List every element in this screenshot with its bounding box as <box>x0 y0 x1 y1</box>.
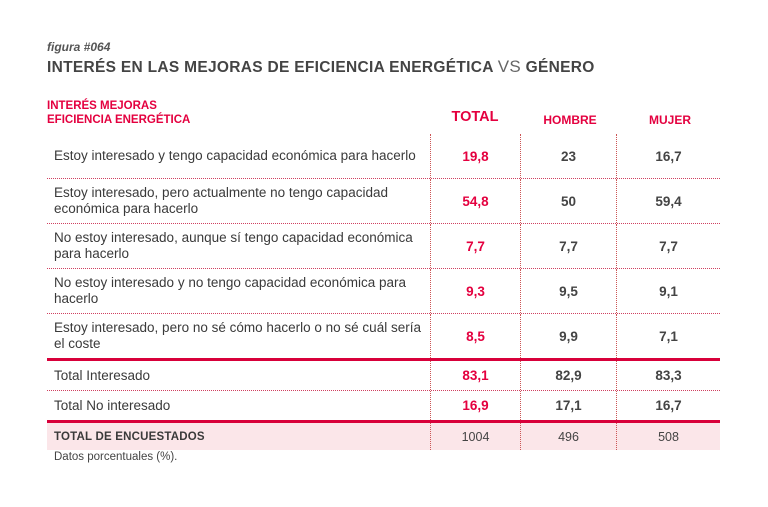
cell-mujer: 7,7 <box>616 224 720 268</box>
table-row-total-respondents: TOTAL DE ENCUESTADOS 1004 496 508 <box>47 423 720 450</box>
cell-mujer: 9,1 <box>616 269 720 313</box>
table-row: Total No interesado 16,9 17,1 16,7 <box>47 391 720 423</box>
data-table: Estoy interesado y tengo capacidad econó… <box>47 134 720 450</box>
cell-hombre: 9,5 <box>520 269 616 313</box>
row-label: Total Interesado <box>54 367 151 383</box>
table-row: No estoy interesado y no tengo capacidad… <box>47 269 720 314</box>
column-header-mujer: MUJER <box>648 113 691 127</box>
cell-total: 83,1 <box>430 361 520 390</box>
category-header: INTERÉS MEJORAS EFICIENCIA ENERGÉTICA <box>47 99 190 127</box>
category-header-line1: INTERÉS MEJORAS <box>47 100 157 112</box>
cell-mujer: 16,7 <box>616 391 720 420</box>
row-label: TOTAL DE ENCUESTADOS <box>54 430 205 443</box>
cell-mujer: 7,1 <box>616 314 720 358</box>
cell-hombre: 9,9 <box>520 314 616 358</box>
cell-hombre: 7,7 <box>520 224 616 268</box>
row-label: Estoy interesado, pero actualmente no te… <box>54 185 388 216</box>
cell-total: 9,3 <box>430 269 520 313</box>
cell-hombre: 496 <box>520 423 616 450</box>
table-row: Total Interesado 83,1 82,9 83,3 <box>47 361 720 391</box>
cell-mujer: 83,3 <box>616 361 720 390</box>
cell-mujer: 59,4 <box>616 179 720 223</box>
figure-label: figura #064 <box>47 40 111 54</box>
cell-total: 19,8 <box>430 134 520 178</box>
cell-hombre: 17,1 <box>520 391 616 420</box>
title-end: GÉNERO <box>525 59 595 76</box>
row-label: No estoy interesado, aunque sí tengo cap… <box>54 230 413 261</box>
table-row: No estoy interesado, aunque sí tengo cap… <box>47 224 720 269</box>
row-label: Estoy interesado y tengo capacidad econó… <box>54 148 416 163</box>
row-label: Estoy interesado, pero no sé cómo hacerl… <box>54 320 421 351</box>
cell-mujer: 16,7 <box>616 134 720 178</box>
cell-total: 54,8 <box>430 179 520 223</box>
category-header-line2: EFICIENCIA ENERGÉTICA <box>47 114 191 126</box>
cell-total: 7,7 <box>430 224 520 268</box>
cell-mujer: 508 <box>616 423 720 450</box>
row-label: No estoy interesado y no tengo capacidad… <box>54 275 406 306</box>
table-row: Estoy interesado, pero actualmente no te… <box>47 179 720 224</box>
cell-total: 8,5 <box>430 314 520 358</box>
column-header-total: TOTAL <box>451 109 499 125</box>
cell-total: 1004 <box>430 423 520 450</box>
title-vs: VS <box>497 57 522 76</box>
chart-title: INTERÉS EN LAS MEJORAS DE EFICIENCIA ENE… <box>47 57 595 77</box>
footnote: Datos porcentuales (%). <box>54 451 178 463</box>
table-row: Estoy interesado, pero no sé cómo hacerl… <box>47 314 720 361</box>
row-label: Total No interesado <box>54 397 171 413</box>
cell-total: 16,9 <box>430 391 520 420</box>
title-main: INTERÉS EN LAS MEJORAS DE EFICIENCIA ENE… <box>47 59 494 76</box>
cell-hombre: 82,9 <box>520 361 616 390</box>
table-row: Estoy interesado y tengo capacidad econó… <box>47 134 720 179</box>
cell-hombre: 50 <box>520 179 616 223</box>
cell-hombre: 23 <box>520 134 616 178</box>
column-header-hombre: HOMBRE <box>543 113 597 127</box>
